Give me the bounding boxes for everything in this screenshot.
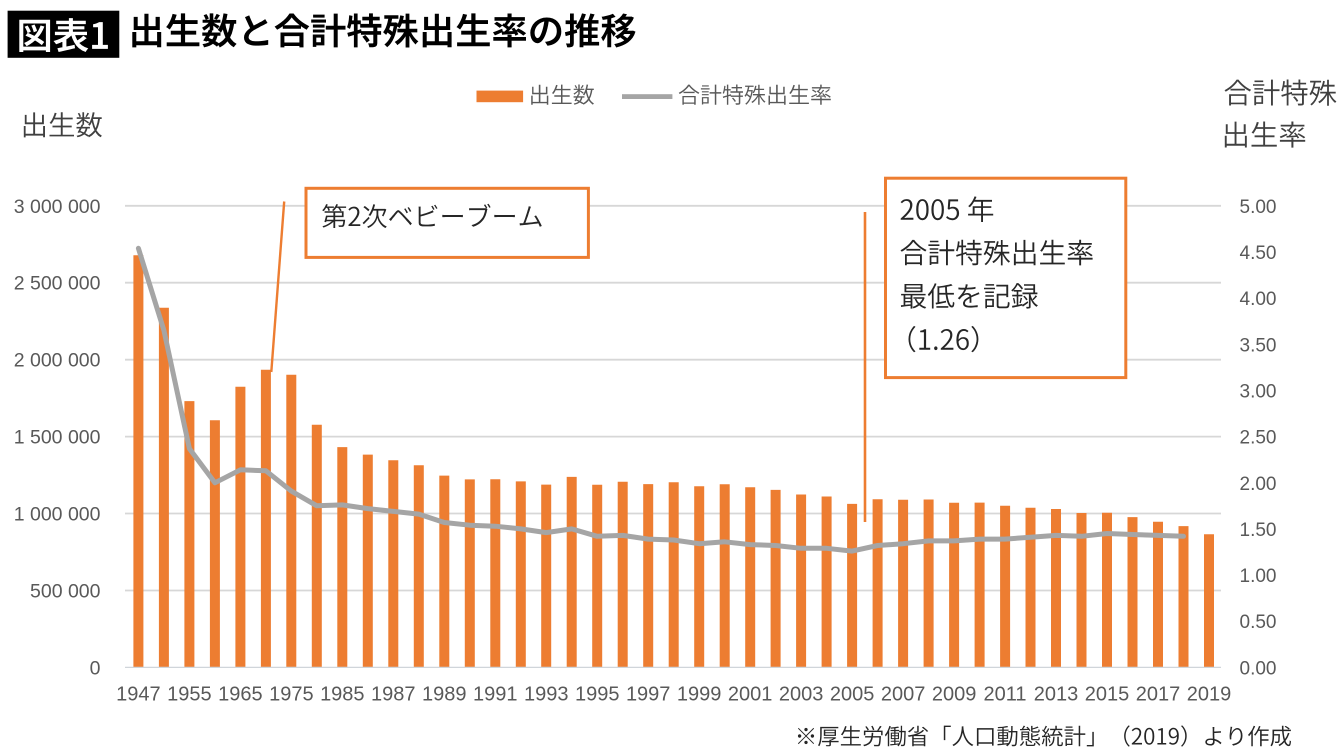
svg-text:1 500 000: 1 500 000 bbox=[14, 427, 101, 449]
svg-text:1997: 1997 bbox=[626, 684, 671, 706]
svg-text:1947: 1947 bbox=[116, 684, 161, 706]
svg-text:4.50: 4.50 bbox=[1240, 243, 1277, 264]
svg-text:2001: 2001 bbox=[728, 684, 773, 706]
svg-text:2007: 2007 bbox=[881, 684, 926, 706]
svg-text:0.50: 0.50 bbox=[1240, 612, 1277, 633]
svg-text:2003: 2003 bbox=[779, 684, 824, 706]
svg-text:3.50: 3.50 bbox=[1240, 335, 1277, 356]
svg-text:2.50: 2.50 bbox=[1240, 428, 1277, 449]
svg-text:2017: 2017 bbox=[1136, 684, 1181, 706]
svg-text:2011: 2011 bbox=[984, 684, 1027, 706]
svg-text:1991: 1991 bbox=[473, 684, 518, 706]
svg-text:0: 0 bbox=[90, 657, 101, 679]
svg-text:1995: 1995 bbox=[575, 684, 620, 706]
svg-text:1987: 1987 bbox=[371, 684, 416, 706]
svg-text:3 000 000: 3 000 000 bbox=[14, 196, 101, 218]
svg-text:2005: 2005 bbox=[830, 684, 875, 706]
svg-text:5.00: 5.00 bbox=[1240, 197, 1277, 218]
svg-text:1 000 000: 1 000 000 bbox=[14, 504, 101, 526]
svg-text:2.00: 2.00 bbox=[1240, 474, 1277, 495]
svg-text:500 000: 500 000 bbox=[30, 581, 101, 603]
svg-text:1993: 1993 bbox=[524, 684, 569, 706]
svg-text:1975: 1975 bbox=[269, 684, 314, 706]
svg-text:1999: 1999 bbox=[677, 684, 722, 706]
svg-text:3.00: 3.00 bbox=[1240, 381, 1277, 402]
svg-text:0.00: 0.00 bbox=[1240, 658, 1277, 679]
svg-text:1965: 1965 bbox=[218, 684, 263, 706]
svg-text:2 500 000: 2 500 000 bbox=[14, 273, 101, 295]
svg-text:1955: 1955 bbox=[167, 684, 212, 706]
svg-text:2013: 2013 bbox=[1034, 684, 1079, 706]
svg-text:1989: 1989 bbox=[422, 684, 467, 706]
svg-text:1.00: 1.00 bbox=[1240, 566, 1277, 587]
svg-text:4.00: 4.00 bbox=[1240, 289, 1277, 310]
svg-text:2015: 2015 bbox=[1085, 684, 1130, 706]
svg-text:1985: 1985 bbox=[320, 684, 365, 706]
svg-text:2 000 000: 2 000 000 bbox=[14, 350, 101, 372]
svg-text:2019: 2019 bbox=[1187, 684, 1232, 706]
svg-text:2009: 2009 bbox=[932, 684, 977, 706]
svg-text:1.50: 1.50 bbox=[1240, 520, 1277, 541]
